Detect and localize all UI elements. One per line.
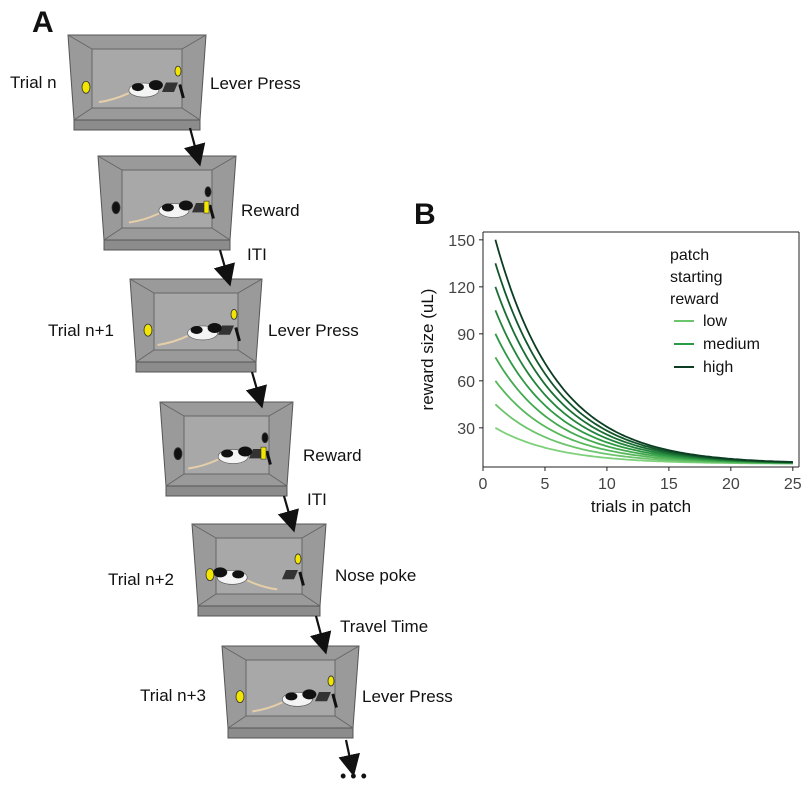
trial-n3-label: Trial n+3 — [140, 686, 206, 705]
reward-light — [203, 200, 210, 214]
rat-icon — [157, 322, 222, 346]
flow-arrow-4 — [277, 495, 299, 533]
series-line-105 — [494, 309, 793, 464]
flow-arrow-1 — [183, 127, 206, 167]
operant-chamber-2 — [97, 155, 237, 251]
nose-poke-port-left — [143, 323, 153, 337]
x-tick-label: 0 — [479, 476, 488, 493]
lever — [218, 325, 234, 335]
y-tick-label: 60 — [457, 374, 475, 391]
operant-chamber-5 — [191, 523, 327, 617]
operant-chamber-1 — [67, 34, 207, 131]
travel-time-label: Travel Time — [340, 617, 429, 636]
reward-label-2: Reward — [303, 446, 362, 465]
y-tick-label: 30 — [457, 421, 475, 438]
series-line-60 — [494, 380, 793, 465]
y-tick-label: 120 — [448, 280, 475, 297]
y-tick-label: 150 — [448, 233, 475, 250]
flow-arrow-2 — [213, 249, 235, 287]
rat-icon — [252, 689, 317, 713]
x-tick-label: 25 — [784, 476, 802, 493]
x-axis-title: trials in patch — [591, 497, 691, 516]
lever-press-label-2: Lever Press — [268, 321, 359, 340]
trial-n1-label: Trial n+1 — [48, 321, 114, 340]
y-tick-label: 90 — [457, 327, 475, 344]
nose-poke-port-left — [173, 447, 183, 461]
nose-poke-port-left — [111, 201, 121, 215]
legend-title: starting — [670, 269, 722, 286]
rat-icon — [128, 200, 193, 224]
lever-press-label-1: Lever Press — [210, 74, 301, 93]
legend-title: reward — [670, 291, 719, 308]
flow-arrow-3 — [245, 371, 267, 409]
lever — [162, 82, 178, 92]
rat-icon — [213, 567, 278, 591]
legend-label-high: high — [703, 359, 733, 376]
trial-n2-label: Trial n+2 — [108, 570, 174, 589]
y-axis-title: reward size (uL) — [418, 289, 437, 411]
lever-press-label-3: Lever Press — [362, 687, 453, 706]
ellipsis: ••• — [340, 766, 371, 786]
lever — [282, 570, 298, 580]
x-tick-label: 15 — [660, 476, 678, 493]
flow-arrow-6 — [338, 739, 360, 777]
panel-b-letter: B — [414, 198, 436, 231]
operant-chamber-3 — [129, 278, 263, 373]
series-line-120 — [494, 286, 793, 464]
operant-chamber-4 — [159, 401, 294, 497]
panel-a-letter: A — [32, 6, 54, 39]
nose-poke-port-left — [235, 690, 245, 703]
rat-icon — [98, 80, 163, 104]
lever — [315, 692, 331, 702]
legend-label-low: low — [703, 313, 727, 330]
nose-poke-port-left — [81, 80, 91, 94]
legend-title: patch — [670, 247, 709, 264]
reward-label-1: Reward — [241, 201, 300, 220]
x-tick-label: 10 — [598, 476, 616, 493]
operant-chamber-6 — [221, 645, 360, 739]
nose-poke-label: Nose poke — [335, 566, 417, 585]
legend-label-medium: medium — [703, 336, 760, 353]
trial-n-label: Trial n — [10, 73, 57, 92]
flow-arrow-5 — [309, 615, 332, 655]
reward-light — [260, 446, 267, 460]
rat-icon — [188, 446, 253, 470]
iti-label-1: ITI — [247, 245, 267, 264]
series-line-135 — [494, 263, 793, 464]
x-tick-label: 5 — [541, 476, 550, 493]
x-tick-label: 20 — [722, 476, 740, 493]
iti-label-2: ITI — [307, 490, 327, 509]
series-line-150 — [494, 239, 793, 463]
